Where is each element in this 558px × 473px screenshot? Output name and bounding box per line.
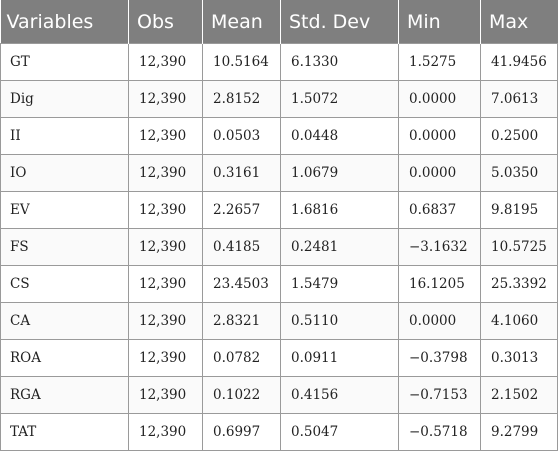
cell-std-dev: 0.5110 (280, 302, 399, 340)
cell-std-dev: 1.5072 (280, 80, 399, 118)
table-row: EV 12,390 2.2657 1.6816 0.6837 9.8195 (0, 191, 558, 229)
cell-variable: CS (0, 265, 129, 303)
cell-min: 0.0000 (398, 117, 481, 155)
cell-obs: 12,390 (128, 117, 203, 155)
cell-min: 0.0000 (398, 302, 481, 340)
column-header-max: Max (480, 0, 558, 44)
column-header-mean: Mean (202, 0, 281, 44)
column-header-obs: Obs (128, 0, 203, 44)
cell-variable: Dig (0, 80, 129, 118)
table-row: GT 12,390 10.5164 6.1330 1.5275 41.9456 (0, 43, 558, 81)
cell-std-dev: 0.4156 (280, 376, 399, 414)
cell-mean: 10.5164 (202, 43, 281, 81)
cell-max: 10.5725 (480, 228, 558, 266)
cell-mean: 0.0782 (202, 339, 281, 377)
cell-min: −0.7153 (398, 376, 481, 414)
cell-obs: 12,390 (128, 302, 203, 340)
cell-max: 0.2500 (480, 117, 558, 155)
cell-std-dev: 0.0448 (280, 117, 399, 155)
cell-min: −0.5718 (398, 413, 481, 451)
cell-min: 0.0000 (398, 80, 481, 118)
cell-obs: 12,390 (128, 376, 203, 414)
table-row: RGA 12,390 0.1022 0.4156 −0.7153 2.1502 (0, 376, 558, 414)
table-row: Dig 12,390 2.8152 1.5072 0.0000 7.0613 (0, 80, 558, 118)
column-header-min: Min (398, 0, 481, 44)
cell-max: 4.1060 (480, 302, 558, 340)
cell-std-dev: 0.5047 (280, 413, 399, 451)
cell-std-dev: 0.0911 (280, 339, 399, 377)
table-row: II 12,390 0.0503 0.0448 0.0000 0.2500 (0, 117, 558, 155)
cell-mean: 2.8321 (202, 302, 281, 340)
cell-variable: IO (0, 154, 129, 192)
cell-variable: ROA (0, 339, 129, 377)
cell-obs: 12,390 (128, 339, 203, 377)
header-row: Variables Obs Mean Std. Dev Min Max (0, 0, 558, 44)
cell-obs: 12,390 (128, 80, 203, 118)
cell-min: 16.1205 (398, 265, 481, 303)
cell-variable: TAT (0, 413, 129, 451)
table-row: TAT 12,390 0.6997 0.5047 −0.5718 9.2799 (0, 413, 558, 451)
column-header-std-dev: Std. Dev (280, 0, 399, 44)
cell-min: −3.1632 (398, 228, 481, 266)
cell-variable: II (0, 117, 129, 155)
cell-mean: 0.0503 (202, 117, 281, 155)
cell-obs: 12,390 (128, 413, 203, 451)
table-row: ROA 12,390 0.0782 0.0911 −0.3798 0.3013 (0, 339, 558, 377)
cell-mean: 0.4185 (202, 228, 281, 266)
cell-mean: 2.2657 (202, 191, 281, 229)
cell-std-dev: 1.6816 (280, 191, 399, 229)
cell-mean: 0.6997 (202, 413, 281, 451)
cell-min: −0.3798 (398, 339, 481, 377)
column-header-variables: Variables (0, 0, 129, 44)
cell-max: 2.1502 (480, 376, 558, 414)
cell-std-dev: 6.1330 (280, 43, 399, 81)
cell-max: 25.3392 (480, 265, 558, 303)
cell-min: 1.5275 (398, 43, 481, 81)
table-row: CS 12,390 23.4503 1.5479 16.1205 25.3392 (0, 265, 558, 303)
cell-std-dev: 1.0679 (280, 154, 399, 192)
cell-variable: RGA (0, 376, 129, 414)
cell-obs: 12,390 (128, 228, 203, 266)
cell-max: 9.2799 (480, 413, 558, 451)
cell-obs: 12,390 (128, 191, 203, 229)
cell-mean: 23.4503 (202, 265, 281, 303)
cell-variable: CA (0, 302, 129, 340)
table-row: IO 12,390 0.3161 1.0679 0.0000 5.0350 (0, 154, 558, 192)
cell-max: 9.8195 (480, 191, 558, 229)
cell-obs: 12,390 (128, 43, 203, 81)
cell-max: 41.9456 (480, 43, 558, 81)
cell-obs: 12,390 (128, 265, 203, 303)
cell-max: 7.0613 (480, 80, 558, 118)
cell-obs: 12,390 (128, 154, 203, 192)
cell-variable: FS (0, 228, 129, 266)
cell-max: 0.3013 (480, 339, 558, 377)
cell-max: 5.0350 (480, 154, 558, 192)
cell-min: 0.0000 (398, 154, 481, 192)
cell-mean: 2.8152 (202, 80, 281, 118)
table-row: FS 12,390 0.4185 0.2481 −3.1632 10.5725 (0, 228, 558, 266)
cell-std-dev: 1.5479 (280, 265, 399, 303)
table-row: CA 12,390 2.8321 0.5110 0.0000 4.1060 (0, 302, 558, 340)
cell-std-dev: 0.2481 (280, 228, 399, 266)
cell-mean: 0.1022 (202, 376, 281, 414)
descriptive-statistics-table: Variables Obs Mean Std. Dev Min Max GT 1… (0, 0, 558, 451)
cell-min: 0.6837 (398, 191, 481, 229)
cell-mean: 0.3161 (202, 154, 281, 192)
cell-variable: GT (0, 43, 129, 81)
cell-variable: EV (0, 191, 129, 229)
